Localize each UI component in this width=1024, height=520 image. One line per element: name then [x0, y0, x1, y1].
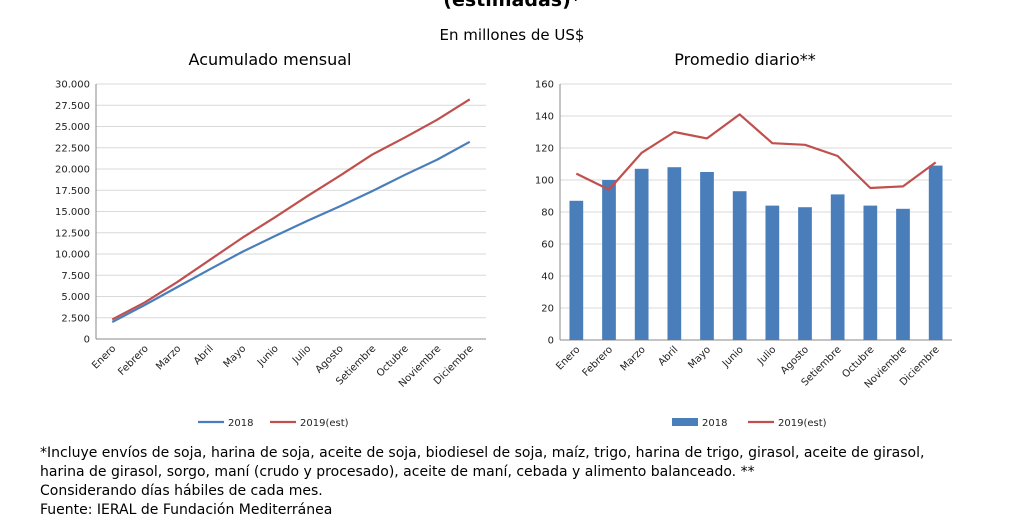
y-tick-label: 60	[541, 240, 554, 251]
x-tick-label: Enero	[554, 344, 582, 372]
footnote: *Incluye envíos de soja, harina de soja,…	[40, 444, 970, 520]
y-tick-label: 25.000	[55, 122, 90, 133]
y-tick-label: 20.000	[55, 165, 90, 176]
y-tick-label: 17.500	[55, 186, 90, 197]
y-tick-label: 0	[84, 335, 90, 346]
daily-average-chart: Promedio diario** 0 20 40 60 80 100 120 140 160 En…	[535, 50, 952, 429]
x-tick-label: Agosto	[779, 344, 811, 376]
legend-label: 2019(est)	[778, 418, 827, 429]
x-tick-label: Febrero	[581, 344, 615, 378]
bar-2018	[928, 165, 943, 340]
y-tick-label: 22.500	[55, 143, 90, 154]
x-tick-label: Abril	[657, 344, 681, 368]
series-line-2018	[111, 140, 471, 323]
chart-title: Acumulado mensual	[189, 50, 352, 69]
bar-2018	[700, 172, 714, 340]
bar-2018	[830, 194, 845, 340]
bar-2018	[896, 208, 910, 340]
bar-2018	[602, 180, 616, 340]
footnote-line-2: Considerando días hábiles de cada mes.	[40, 483, 323, 499]
bar-2018	[569, 200, 584, 340]
bar-2018	[765, 205, 780, 340]
series-line-2019	[111, 98, 471, 321]
x-tick-label: Marzo	[619, 344, 648, 373]
legend-label: 2018	[228, 418, 253, 429]
y-tick-label: 27.500	[55, 101, 90, 112]
y-tick-label: 120	[535, 144, 554, 155]
footnote-text: *Incluye envíos de soja, harina de soja,…	[40, 444, 970, 501]
y-tick-label: 0	[548, 336, 554, 347]
bar-2018	[667, 167, 682, 340]
y-tick-label: 100	[535, 176, 554, 187]
chart-title: Promedio diario**	[674, 50, 816, 69]
bar-2018	[863, 205, 878, 340]
x-tick-label: Mayo	[686, 344, 713, 371]
y-tick-label: 7.500	[61, 271, 90, 282]
y-tick-label: 2.500	[61, 313, 90, 324]
x-tick-label: Julio	[755, 344, 778, 367]
report-title: (estimadas)*	[443, 0, 581, 11]
accumulated-monthly-chart: Acumulado mensual 0 2.500 5.000 7.500 10.000 1…	[55, 50, 486, 429]
y-tick-label: 5.000	[61, 292, 90, 303]
series-line-2019	[575, 113, 937, 191]
legend-label: 2019(est)	[300, 418, 349, 429]
y-tick-label: 140	[535, 112, 554, 123]
footnote-source: Fuente: IERAL de Fundación Mediterránea	[40, 502, 333, 518]
legend-label: 2018	[702, 418, 727, 429]
footnote-line-1: *Incluye envíos de soja, harina de soja,…	[40, 445, 925, 480]
bar-2018	[798, 207, 812, 340]
legend-swatch	[672, 418, 698, 426]
y-tick-label: 20	[541, 304, 554, 315]
y-tick-label: 30.000	[55, 80, 90, 91]
y-tick-label: 80	[541, 208, 554, 219]
y-tick-label: 40	[541, 272, 554, 283]
y-tick-label: 15.000	[55, 207, 90, 218]
units-subtitle: En millones de US$	[439, 26, 585, 44]
y-tick-label: 12.500	[55, 228, 90, 239]
y-tick-label: 160	[535, 80, 554, 91]
bar-2018	[732, 191, 747, 340]
y-tick-label: 10.000	[55, 250, 90, 261]
bar-2018	[634, 168, 649, 340]
x-tick-label: Junio	[720, 344, 746, 370]
